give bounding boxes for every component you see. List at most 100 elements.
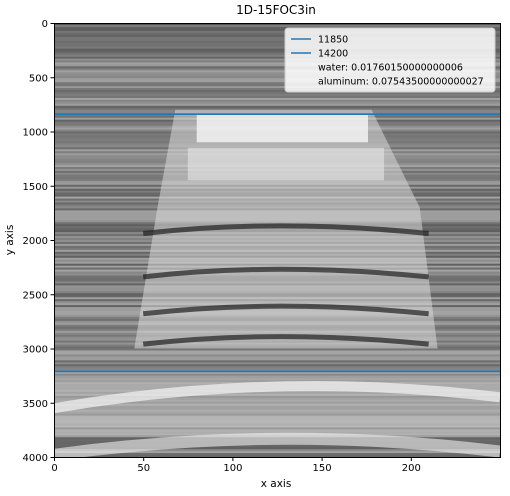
- series-lines: [54, 113, 500, 373]
- heatmap-stripe: [54, 24, 500, 28]
- heatmap-stripe: [54, 66, 500, 69]
- heatmap-stripe: [54, 107, 500, 111]
- heatmap-stripe: [54, 95, 500, 99]
- y-tick-label: 4000: [23, 453, 48, 464]
- heatmap-stripe: [54, 453, 500, 456]
- heatmap-stripe: [54, 36, 500, 40]
- heatmap-stripe: [54, 103, 500, 107]
- heatmap-stripe: [54, 360, 500, 363]
- heatmap-stripe: [54, 48, 500, 52]
- y-tick-label: 500: [29, 73, 48, 84]
- x-tick-label: 50: [137, 463, 150, 474]
- heatmap-stripe: [54, 74, 500, 77]
- heatmap-stripe: [54, 32, 500, 36]
- heatmap-stripe: [54, 70, 500, 73]
- heatmap-stripe: [54, 366, 500, 369]
- heatmap-stripe: [54, 356, 500, 359]
- x-axis-label: x axis: [261, 478, 292, 490]
- heatmap-stripe: [54, 50, 500, 54]
- x-tick-label: 150: [313, 463, 332, 474]
- legend-label: 14200: [318, 49, 348, 60]
- heatmap-stripe: [54, 34, 500, 38]
- y-axis-ticks: 0 500 1000 1500 2000 2500 3000 3500 4000: [23, 19, 55, 464]
- heatmap-stripe: [54, 348, 500, 352]
- heatmap-stripe: [54, 78, 500, 81]
- heatmap-stripe: [54, 350, 500, 354]
- y-tick-label: 3500: [23, 399, 48, 410]
- heatmap-stripe: [54, 86, 500, 89]
- y-axis-label: y axis: [4, 225, 16, 256]
- heatmap-stripe: [54, 368, 500, 371]
- heatmap-stripe: [54, 372, 500, 375]
- heatmap-stripe: [54, 28, 500, 32]
- heatmap-stripe: [54, 76, 500, 79]
- y-tick-label: 1500: [23, 182, 48, 193]
- bright-reflection: [54, 432, 500, 457]
- heatmap-stripe: [54, 455, 500, 457]
- heatmap-stripe: [54, 105, 500, 109]
- heatmap-stripe: [54, 101, 500, 105]
- heatmap-stripe: [54, 68, 500, 71]
- y-tick-label: 2500: [23, 290, 48, 301]
- heatmap-stripe: [54, 94, 500, 97]
- heatmap-stripe: [54, 44, 500, 48]
- heatmap-stripe: [54, 52, 500, 56]
- bright-band: [187, 147, 385, 181]
- heatmap-stripe: [54, 97, 500, 101]
- heatmap-stripe: [54, 30, 500, 34]
- x-axis-ticks: 0 50 100 150 200: [51, 457, 421, 474]
- heatmap-stripe: [54, 40, 500, 44]
- y-tick-label: 0: [42, 19, 48, 30]
- heatmap-stripe: [54, 99, 500, 103]
- dark-reflection: [142, 266, 429, 280]
- heatmap-stripe: [54, 60, 500, 64]
- dark-reflection: [142, 303, 429, 317]
- dark-reflection: [142, 223, 429, 236]
- heatmap-stripe: [54, 445, 500, 448]
- heatmap-stripe: [54, 358, 500, 361]
- heatmap-stripe: [54, 62, 500, 66]
- heatmap-stripe: [54, 92, 500, 95]
- heatmap-stripe: [54, 64, 500, 67]
- heatmap-stripe: [54, 46, 500, 50]
- y-tick-label: 2000: [23, 236, 48, 247]
- heatmap-stripe: [54, 84, 500, 87]
- bright-band: [196, 114, 368, 143]
- heatmap-stripe: [54, 58, 500, 62]
- heatmap-stripe: [54, 88, 500, 91]
- heatmap-stripe: [54, 80, 500, 83]
- legend-label: 11850: [318, 35, 348, 46]
- x-tick-label: 200: [402, 463, 421, 474]
- heatmap-stripe: [54, 352, 500, 356]
- heatmap-stripe: [54, 72, 500, 75]
- heatmap-stripe: [54, 23, 500, 26]
- bright-reflection: [54, 381, 500, 414]
- heatmap-stripe: [54, 449, 500, 452]
- y-tick-label: 1000: [23, 128, 48, 139]
- chart-title: 1D-15FOC3in: [236, 3, 316, 17]
- heatmap-stripe: [54, 364, 500, 367]
- heatmap-stripe: [54, 26, 500, 30]
- heatmap-stripe: [54, 451, 500, 454]
- legend-label: aluminum: 0.07543500000000027: [318, 77, 484, 88]
- heatmap-stripe: [54, 56, 500, 60]
- dark-reflection: [142, 334, 429, 347]
- legend-label: water: 0.01760150000000006: [318, 63, 463, 74]
- heatmap-stripe: [54, 82, 500, 85]
- y-tick-label: 3000: [23, 345, 48, 356]
- heatmap-stripe: [54, 90, 500, 93]
- heatmap-stripe: [54, 42, 500, 46]
- x-tick-label: 100: [223, 463, 242, 474]
- heatmap-stripe: [54, 354, 500, 357]
- heatmap-stripe: [54, 447, 500, 450]
- plot-area: [54, 23, 500, 457]
- legend-box: [284, 27, 496, 93]
- x-tick-label: 0: [51, 463, 57, 474]
- heatmap-image: [54, 23, 500, 457]
- legend: 11850 14200 water: 0.01760150000000006 alum…: [284, 27, 496, 93]
- heatmap-stripe: [54, 374, 500, 377]
- heatmap-stripe: [54, 38, 500, 42]
- heatmap-stripe: [54, 54, 500, 58]
- heatmap-stripe: [54, 362, 500, 365]
